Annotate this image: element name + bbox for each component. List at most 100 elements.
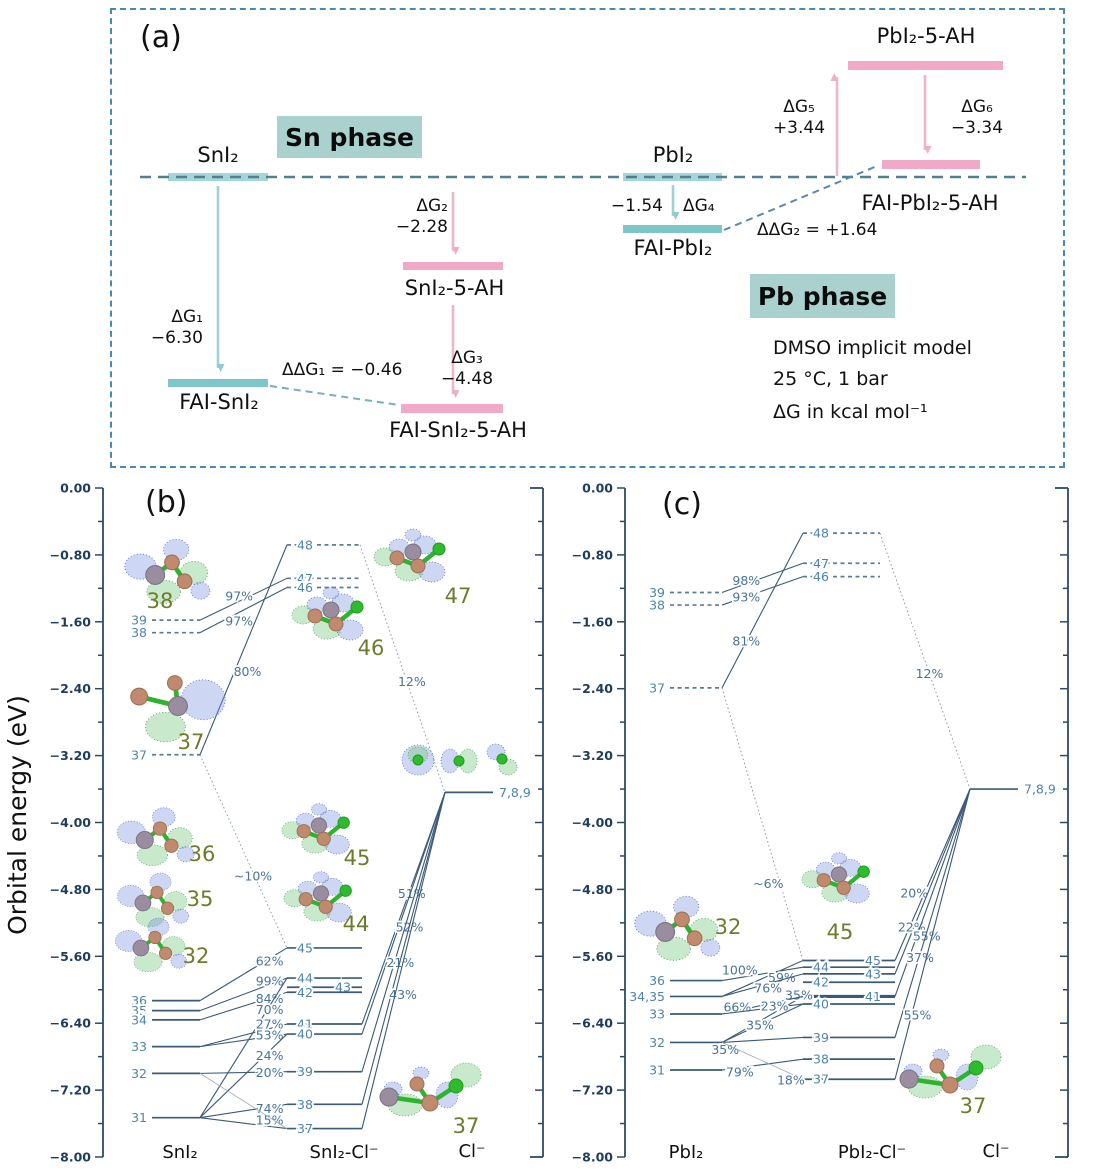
dg1-value: −6.30: [150, 328, 203, 348]
connection-PbI2.38-PbI2Cl.46: [721, 576, 804, 606]
level-label-PbI2-37: 37: [649, 680, 665, 695]
connection-Cl.7,8,9-PbI2Cl.45: [894, 788, 971, 961]
connection-PbI2.33-PbI2Cl.40: [721, 1003, 804, 1015]
level-label-SnI2-36: 36: [131, 993, 147, 1008]
orbital-image-c45: [801, 852, 870, 904]
mixing-percent-label: 12%: [916, 666, 944, 681]
level-label-SnI2Cl-40: 40: [297, 1027, 313, 1042]
connection-SnI2.37-SnI2Cl.48: [199, 544, 288, 755]
species-pbi2-5ah: PbI₂-5-AH: [876, 24, 976, 48]
connection-PbI2Cl.48-Cl.7,8,9: [879, 533, 971, 790]
level-label-PbI2Cl-39: 39: [813, 1030, 829, 1045]
bar-fai-pbi2-5ah: [882, 160, 980, 169]
ddg2-connector: [723, 165, 878, 231]
level-label-PbI2-34,35: 34,35: [629, 989, 665, 1004]
pb-phase-badge: Pb phase: [750, 274, 895, 318]
species-fai-sni2-5ah: FAI-SnI₂-5-AH: [389, 418, 527, 442]
level-label-PbI2Cl-43: 43: [865, 966, 881, 981]
dg2-label: ΔG₂: [416, 196, 448, 216]
y-tick-label: −2.40: [50, 681, 92, 696]
level-label-SnI2Cl-39: 39: [297, 1064, 313, 1079]
orbital-image-b46: [291, 586, 364, 641]
connection-SnI2.31-SnI2Cl.37: [199, 1117, 288, 1130]
orbital-number-b37c: 37: [453, 1114, 480, 1138]
orbital-image-b45: [281, 803, 350, 855]
mixing-percent-label: 99%: [256, 974, 284, 989]
y-tick-label: −1.60: [50, 614, 92, 629]
ddg1-label: ΔΔG₁ = −0.46: [282, 360, 403, 380]
right-bracket-axis: [530, 487, 544, 1158]
bar-pbi2-5ah: [848, 61, 1003, 70]
mixing-percent-label: 35%: [711, 1042, 739, 1057]
orbital-number-b35: 35: [187, 887, 214, 911]
connection-SnI2.32-SnI2Cl.39: [199, 1071, 288, 1074]
dg3-value: −4.48: [440, 369, 494, 389]
mixing-percent-label: 23%: [761, 998, 789, 1013]
connection-Cl.7,8,9-SnI2Cl.39: [361, 792, 446, 1072]
level-label-Cl-7,8,9: 7,8,9: [1024, 782, 1056, 797]
right-bracket-axis: [1055, 487, 1069, 1158]
connection-SnI2.39-SnI2Cl.47: [199, 577, 288, 621]
connection-PbI2.32-PbI2Cl.39: [721, 1036, 804, 1043]
dg4-label: ΔG₄: [683, 196, 715, 216]
orbital-image-b47: [373, 528, 446, 583]
connection-SnI2.33-SnI2Cl.40: [199, 1033, 288, 1048]
level-label-SnI2Cl-37: 37: [297, 1121, 313, 1136]
orbital-image-b36: [116, 807, 195, 867]
dg5-block: ΔG₅ +3.44: [770, 97, 828, 139]
mixing-percent-label: 97%: [225, 613, 253, 628]
connection-SnI2.31-SnI2Cl.44: [199, 977, 288, 1118]
level-label-PbI2Cl-46: 46: [813, 569, 829, 584]
x-label-PbI2: PbI₂: [669, 1142, 704, 1163]
orbital-number-b38: 38: [147, 589, 174, 613]
panel-a-graphics: [140, 61, 1026, 413]
species-sni2: SnI₂: [197, 143, 239, 167]
level-label-SnI2Cl-46: 46: [297, 580, 313, 595]
orbital-image-b37c: [379, 1062, 482, 1117]
connection-PbI2.39-PbI2Cl.47: [721, 562, 804, 594]
mixing-percent-label: 55%: [904, 1007, 932, 1022]
species-fai-pbi2-5ah: FAI-PbI₂-5-AH: [861, 191, 999, 215]
y-tick-label: −7.20: [50, 1083, 92, 1098]
species-sni2-5ah: SnI₂-5-AH: [404, 276, 505, 300]
level-label-SnI2Cl-38: 38: [297, 1097, 313, 1112]
connection-Cl.7,8,9-SnI2Cl.40: [361, 792, 446, 1035]
mixing-percent-label: 37%: [906, 950, 934, 965]
connection-Cl.7,8,9-PbI2Cl.39: [894, 788, 971, 1038]
bar-fai-pbi2: [623, 225, 722, 233]
level-label-SnI2-34: 34: [131, 1012, 147, 1027]
mixing-percent-label: 80%: [234, 664, 262, 679]
mixing-percent-label: 100%: [722, 963, 758, 978]
orbital-image-b37: [130, 675, 226, 743]
species-fai-pbi2: FAI-PbI₂: [633, 236, 713, 260]
orbital-image-b44: [283, 871, 352, 923]
connection-Cl.7,8,9-SnI2Cl.38: [361, 792, 446, 1105]
mixing-percent-label: 35%: [746, 1017, 774, 1032]
dg3-block: ΔG₃ −4.48: [436, 348, 498, 390]
connection-PbI2.32-PbI2Cl.40: [721, 1003, 804, 1043]
dg3-label: ΔG₃: [451, 348, 483, 368]
y-tick-label: −6.40: [50, 1016, 92, 1031]
mixing-percent-label: 12%: [398, 674, 426, 689]
connection-SnI2.31-SnI2Cl.38: [199, 1103, 288, 1119]
level-label-PbI2-33: 33: [649, 1007, 665, 1022]
x-label-SnI2Cl: SnI₂-Cl⁻: [310, 1142, 379, 1163]
orbital-number-b47: 47: [445, 584, 472, 608]
orbital-number-b32: 32: [183, 944, 210, 968]
y-tick-label: −4.00: [50, 815, 92, 830]
bar-fai-sni2: [168, 379, 268, 387]
level-label-SnI2Cl-42: 42: [297, 985, 313, 1000]
dg1-block: ΔG₁ −6.30: [133, 307, 203, 349]
y-tick-label: −6.40: [572, 1016, 614, 1031]
level-label-PbI2Cl-40: 40: [813, 996, 829, 1011]
y-tick-label: −0.80: [572, 547, 614, 562]
y-tick-label: −7.20: [572, 1083, 614, 1098]
mixing-percent-label: 98%: [732, 573, 760, 588]
level-label-SnI2Cl-44: 44: [297, 971, 313, 986]
dg6-label: ΔG₆: [961, 97, 993, 117]
level-label-PbI2Cl-47: 47: [813, 556, 829, 571]
